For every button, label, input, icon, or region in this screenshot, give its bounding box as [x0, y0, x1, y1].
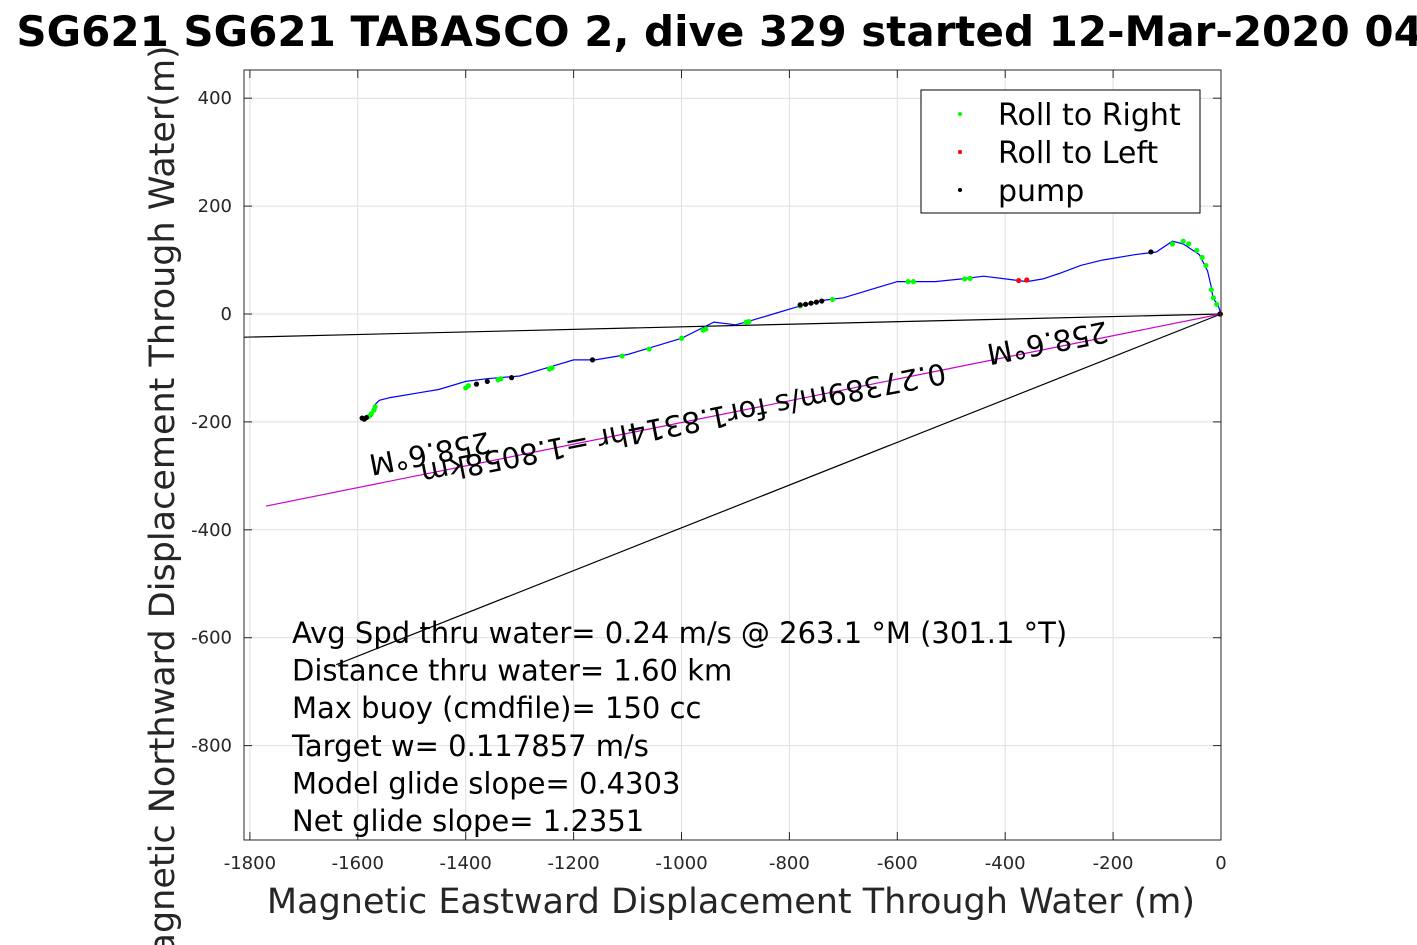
point-pump: [819, 298, 825, 304]
legend: Roll to Right Roll to Left pump: [920, 89, 1201, 214]
reference-line: [335, 313, 1222, 666]
y-tick-label: -200: [191, 412, 232, 433]
data-points: [359, 238, 1224, 422]
y-tick-label: -800: [191, 736, 232, 757]
point-roll-to-right: [905, 279, 911, 285]
reference-line: [265, 313, 1222, 507]
point-roll-to-right: [372, 404, 378, 410]
y-tick-label: 400: [198, 88, 232, 109]
point-pump: [813, 299, 819, 305]
point-roll-to-right: [1203, 262, 1209, 269]
point-roll-to-right: [967, 275, 973, 281]
point-pump: [589, 357, 596, 363]
point-roll-to-right: [465, 383, 471, 389]
point-roll-to-right: [1194, 247, 1200, 253]
y-tick-label: 0: [221, 304, 232, 325]
point-roll-to-right: [703, 326, 709, 332]
x-tick-label: -1600: [332, 853, 384, 874]
point-roll-to-right: [1208, 287, 1214, 293]
y-tick-label: 200: [198, 196, 232, 217]
point-pump: [363, 414, 370, 421]
x-tick-label: -400: [985, 853, 1026, 874]
legend-box: [920, 89, 1201, 214]
x-tick-label: 0: [1215, 853, 1226, 874]
x-tick-label: -1400: [440, 853, 492, 874]
point-roll-to-right: [549, 365, 555, 371]
point-roll-to-right: [368, 411, 374, 417]
point-roll-to-left: [1024, 277, 1030, 283]
reference-lines: [244, 313, 1222, 666]
point-roll-to-right: [1169, 241, 1176, 247]
x-tick-label: -200: [1093, 853, 1134, 874]
point-roll-to-right: [746, 318, 752, 325]
point-roll-to-right: [1199, 254, 1205, 260]
stats-line: Target w= 0.117857 m/s: [291, 729, 649, 763]
point-pump: [808, 300, 814, 306]
legend-marker-roll-right: [958, 112, 962, 116]
stats-block: Avg Spd thru water= 0.24 m/s @ 263.1 °M …: [291, 616, 1067, 838]
plot-frame: [243, 69, 1222, 841]
point-roll-to-right: [829, 296, 836, 303]
legend-marker-pump: [958, 188, 962, 192]
point-roll-to-right: [1186, 241, 1192, 247]
x-tick-label: -800: [769, 853, 810, 874]
stats-line: Max buoy (cmdfile)= 150 cc: [292, 691, 701, 725]
legend-label-roll-left: Roll to Left: [998, 136, 1158, 171]
point-pump: [1148, 249, 1154, 255]
point-roll-to-right: [910, 279, 917, 285]
point-pump: [484, 378, 490, 385]
point-roll-to-right: [962, 276, 968, 282]
y-tick-label: -600: [191, 628, 232, 649]
point-pump: [797, 302, 803, 308]
chart-title: SG621 SG621 TABASCO 2, dive 329 started …: [16, 7, 1417, 56]
x-tick-label: -1800: [224, 853, 276, 874]
point-pump: [473, 381, 480, 387]
x-axis-label: Magnetic Eastward Displacement Through W…: [267, 882, 1195, 922]
legend-marker-roll-left: [958, 150, 962, 154]
stats-line: Net glide slope= 1.2351: [292, 804, 644, 838]
legend-label-pump: pump: [998, 174, 1084, 209]
point-roll-to-right: [1210, 295, 1217, 301]
y-tick-label: -400: [191, 520, 232, 541]
x-tick-label: -600: [877, 853, 918, 874]
axis-ticks: -1800 -1600 -1400 -1200 -1000 -800 -600 -400 -20…: [191, 70, 1227, 874]
stats-line: Model glide slope= 0.4303: [292, 766, 680, 800]
point-roll-to-right: [498, 376, 504, 382]
point-roll-to-right: [646, 346, 652, 352]
legend-label-roll-right: Roll to Right: [998, 98, 1181, 133]
point-roll-to-right: [1214, 301, 1220, 307]
stats-line: Distance thru water= 1.60 km: [292, 654, 732, 688]
stats-line: Avg Spd thru water= 0.24 m/s @ 263.1 °M …: [292, 616, 1067, 650]
point-roll-to-left: [1016, 277, 1022, 284]
point-pump: [508, 375, 515, 381]
point-roll-to-right: [678, 335, 685, 341]
reference-line: [244, 313, 1222, 338]
point-roll-to-right: [619, 353, 625, 359]
y-axis-label: Magnetic Northward Displacement Through …: [143, 45, 183, 945]
x-tick-label: -1200: [547, 853, 599, 874]
point-roll-to-right: [1180, 238, 1186, 244]
point-pump: [802, 301, 809, 307]
x-tick-label: -1000: [655, 853, 707, 874]
